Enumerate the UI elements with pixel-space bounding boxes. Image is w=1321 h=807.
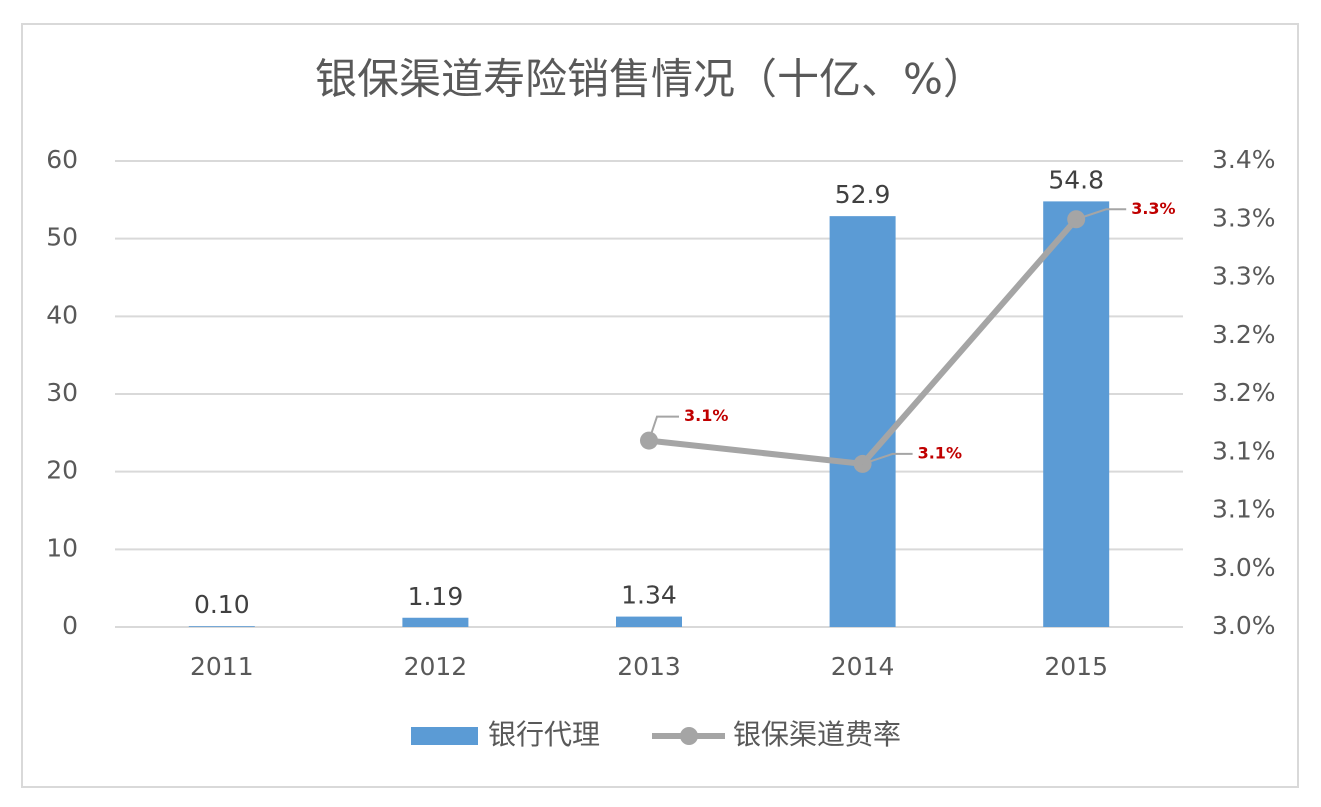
- bar: [1043, 201, 1110, 628]
- label-leader: [1075, 208, 1127, 221]
- legend-label: 银保渠道费率: [733, 718, 901, 751]
- label-leader: [648, 415, 679, 441]
- y2-tick-label: 3.2%: [1212, 320, 1276, 349]
- x-tick-label: 2012: [404, 652, 468, 681]
- x-tick-label: 2014: [831, 652, 895, 681]
- bar: [829, 216, 896, 628]
- data-label: 1.19: [408, 582, 464, 611]
- legend-swatch: [680, 727, 698, 745]
- y-tick-label: 30: [46, 378, 78, 407]
- bar: [402, 617, 469, 627]
- x-tick-label: 2013: [617, 652, 681, 681]
- y-tick-label: 40: [46, 300, 78, 329]
- data-label: 3.1%: [684, 406, 728, 425]
- y-tick-label: 20: [46, 456, 78, 485]
- y-tick-label: 0: [62, 611, 78, 640]
- legend-label: 银行代理: [488, 718, 600, 751]
- y2-tick-label: 3.1%: [1212, 495, 1276, 524]
- data-label: 0.10: [194, 590, 250, 619]
- y-tick-label: 50: [46, 223, 78, 252]
- bar: [188, 626, 255, 627]
- bar: [616, 616, 682, 627]
- data-label: 3.3%: [1131, 199, 1175, 218]
- data-label: 52.9: [835, 180, 891, 209]
- y2-tick-label: 3.4%: [1212, 145, 1276, 174]
- x-tick-label: 2015: [1044, 652, 1108, 681]
- y2-tick-label: 3.1%: [1212, 436, 1276, 465]
- data-label: 54.8: [1048, 165, 1104, 194]
- y-tick-label: 10: [46, 533, 78, 562]
- y-tick-label: 60: [46, 145, 78, 174]
- data-label: 3.1%: [918, 443, 962, 462]
- data-label: 1.34: [621, 581, 677, 610]
- chart-title: 银保渠道寿险销售情况（十亿、%）: [315, 55, 985, 104]
- label-leader: [862, 452, 913, 465]
- legend-swatch: [411, 727, 478, 745]
- y2-tick-label: 3.0%: [1212, 611, 1276, 640]
- y2-tick-label: 3.2%: [1212, 378, 1276, 407]
- x-tick-label: 2011: [190, 652, 254, 681]
- y2-tick-label: 3.0%: [1212, 553, 1276, 582]
- y2-tick-label: 3.3%: [1212, 203, 1276, 232]
- y2-tick-label: 3.3%: [1212, 262, 1276, 291]
